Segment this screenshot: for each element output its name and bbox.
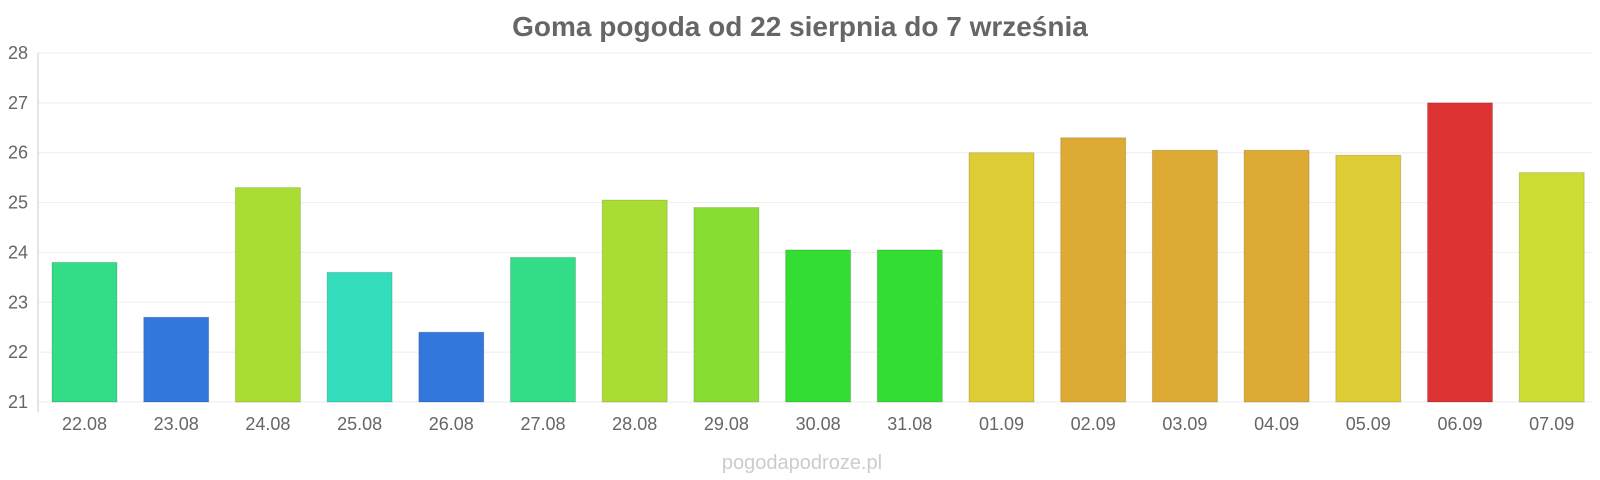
watermark: pogodapodroze.pl	[722, 452, 882, 474]
bar-29.08	[693, 207, 760, 403]
y-tick-label: 26	[8, 143, 28, 163]
x-tick-label: 28.08	[612, 414, 657, 434]
y-tick-label: 21	[8, 392, 28, 412]
y-tick-label: 25	[8, 193, 28, 213]
bar-05.09	[1335, 154, 1402, 403]
x-tick-label: 31.08	[887, 414, 932, 434]
x-tick-label: 30.08	[796, 414, 841, 434]
x-tick-label: 02.09	[1071, 414, 1116, 434]
bars	[51, 102, 1585, 403]
x-tick-label: 22.08	[62, 414, 107, 434]
x-tick-label: 29.08	[704, 414, 749, 434]
bar-27.08	[510, 256, 576, 403]
x-tick-label: 27.08	[520, 414, 565, 434]
bar-22.08	[51, 261, 118, 403]
y-tick-label: 22	[8, 342, 28, 362]
x-tick-label: 24.08	[245, 414, 290, 434]
x-tick-label: 05.09	[1346, 414, 1391, 434]
x-tick-label: 01.09	[979, 414, 1024, 434]
x-tick-label: 04.09	[1254, 414, 1299, 434]
y-tick-label: 23	[8, 292, 28, 312]
bar-28.08	[601, 199, 668, 403]
y-tick-label: 24	[8, 242, 28, 262]
bar-03.09	[1151, 149, 1218, 403]
bar-24.08	[234, 187, 301, 403]
bar-31.08	[876, 249, 943, 403]
x-axis-tick-labels: 22.08 23.08 24.08 25.08 26.08 27.08 28.08 29.08…	[62, 414, 1574, 434]
chart-title: Goma pogoda od 22 sierpnia do 7 września	[512, 11, 1088, 42]
x-tick-label: 25.08	[337, 414, 382, 434]
x-tick-label: 07.09	[1529, 414, 1574, 434]
bar-04.09	[1243, 149, 1310, 403]
y-axis-tick-labels: 21 22 23 24 25 26 27 28	[8, 43, 28, 412]
x-tick-label: 03.09	[1162, 414, 1207, 434]
bar-06.09	[1427, 102, 1493, 403]
x-tick-label: 23.08	[154, 414, 199, 434]
y-tick-label: 27	[8, 93, 28, 113]
bar-07.09	[1518, 172, 1585, 403]
bar-23.08	[143, 316, 210, 403]
bar-01.09	[968, 152, 1035, 403]
y-tick-label: 28	[8, 43, 28, 63]
bar-30.08	[785, 249, 852, 403]
bar-02.09	[1060, 137, 1127, 403]
x-tick-label: 26.08	[429, 414, 474, 434]
x-tick-label: 06.09	[1437, 414, 1482, 434]
bar-25.08	[326, 271, 393, 403]
bar-26.08	[418, 331, 485, 403]
